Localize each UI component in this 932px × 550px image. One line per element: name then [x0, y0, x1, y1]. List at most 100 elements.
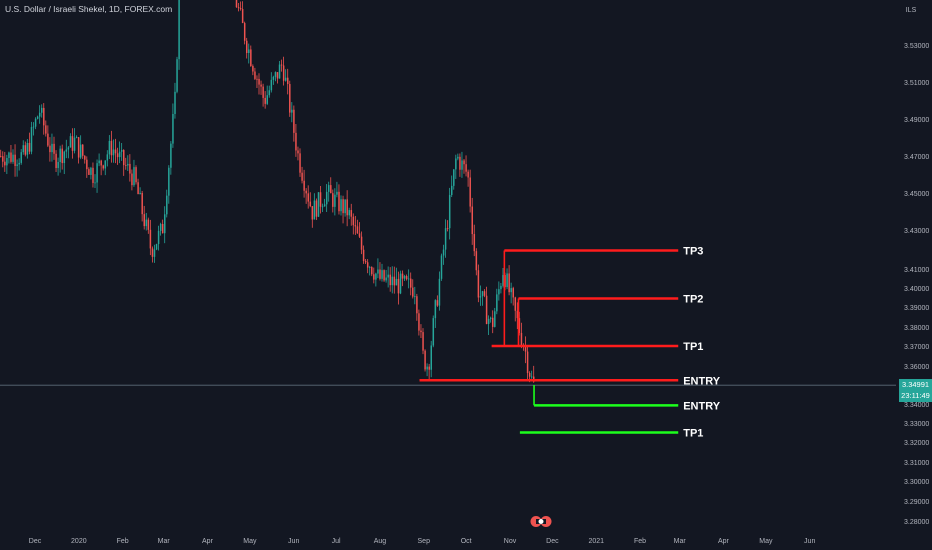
candle-body [284, 77, 287, 81]
level-label-entry: ENTRY [683, 375, 721, 387]
candle-body [172, 113, 174, 144]
candle-body [295, 132, 297, 151]
candle-body [309, 201, 312, 207]
candle-body [241, 9, 244, 24]
candle-body [319, 192, 322, 207]
current-price-value: 3.34991 [901, 380, 930, 389]
candle-body [407, 278, 410, 280]
time-axis-label: May [759, 538, 773, 545]
candle-body [287, 77, 289, 85]
candle-body [250, 49, 252, 67]
candle-body [471, 206, 473, 235]
candle-body [301, 172, 303, 181]
candle-body [342, 199, 344, 214]
time-axis-label: Mar [674, 538, 687, 545]
candle-body [73, 137, 76, 151]
time-axis-label: Feb [634, 538, 646, 545]
candle-body [459, 156, 461, 170]
candle-body [418, 313, 420, 331]
candle-body [399, 273, 402, 294]
time-axis-label: Jun [288, 538, 299, 545]
candle-body [16, 164, 18, 166]
candle-body [350, 210, 353, 217]
candle-body [479, 296, 482, 298]
candle-body [506, 273, 508, 288]
candle-body [125, 165, 127, 166]
candle-body [88, 169, 90, 175]
candle-body [65, 149, 68, 152]
candle-body [145, 219, 148, 227]
candle-body [410, 278, 412, 288]
candle-body [36, 116, 39, 119]
candle-body [18, 162, 20, 165]
candle-body [315, 200, 318, 217]
candle-body [475, 251, 478, 271]
candle-body [63, 151, 66, 164]
candle-body [143, 214, 145, 227]
candle-body [69, 136, 72, 148]
candle-body [141, 192, 143, 215]
candle-body [426, 366, 428, 370]
candle-body [448, 194, 451, 229]
candle-body [110, 140, 113, 156]
candle-body [526, 351, 529, 374]
candle-body [256, 78, 258, 80]
time-axis-label: Nov [504, 538, 517, 545]
time-axis-label: 2020 [71, 538, 87, 545]
candle-body [416, 296, 418, 314]
candle-body [90, 167, 92, 175]
candle-body [440, 255, 443, 279]
candle-body [248, 49, 250, 54]
candle-body [129, 163, 131, 174]
candle-body [434, 300, 437, 319]
candle-body [102, 165, 104, 169]
candle-body [311, 206, 314, 220]
candle-body [135, 167, 137, 183]
candle-body [282, 65, 285, 81]
currency-scale-button[interactable]: ILS [905, 7, 917, 14]
bar-countdown: 23:11:49 [901, 391, 930, 400]
price-axis-label: 3.30000 [904, 479, 929, 486]
candle-body [498, 289, 500, 295]
candle-body [381, 270, 383, 279]
candle-body [57, 162, 59, 169]
candle-body [243, 23, 246, 41]
candle-body [297, 150, 299, 154]
price-axis-label: 3.29000 [904, 499, 929, 506]
candle-body [291, 109, 293, 113]
level-label-tp1: TP1 [683, 341, 703, 353]
candle-body [246, 40, 248, 54]
candle-body [123, 150, 125, 166]
candle-body [86, 159, 88, 170]
candle-body [92, 167, 94, 183]
candle-body [401, 273, 404, 279]
time-axis-label: Jul [332, 538, 341, 545]
candle-body [453, 169, 455, 186]
time-axis-label: Dec [29, 538, 42, 545]
level-label-tp2: TP2 [683, 293, 703, 305]
price-axis-label: 3.38000 [904, 325, 929, 332]
candle-body [100, 160, 102, 166]
time-axis-label: Jun [804, 538, 815, 545]
candle-body [20, 152, 22, 163]
candle-body [340, 199, 342, 212]
candle-body [346, 199, 348, 216]
candle-body [280, 64, 283, 66]
candle-body [430, 345, 432, 370]
candle-body [514, 297, 517, 311]
candle-body [106, 154, 109, 161]
candle-body [528, 373, 531, 377]
candle-body [524, 346, 527, 352]
candle-body [483, 291, 486, 296]
candle-body [313, 200, 316, 220]
candle-body [397, 278, 400, 294]
price-axis-label: 3.31000 [904, 460, 929, 467]
candle-body [278, 64, 281, 79]
candle-body [446, 228, 449, 229]
candle-body [293, 109, 295, 133]
candle-body [496, 294, 498, 312]
tradingview-logo-icon[interactable] [530, 515, 552, 528]
candle-body [104, 160, 107, 169]
candle-body [500, 285, 502, 290]
